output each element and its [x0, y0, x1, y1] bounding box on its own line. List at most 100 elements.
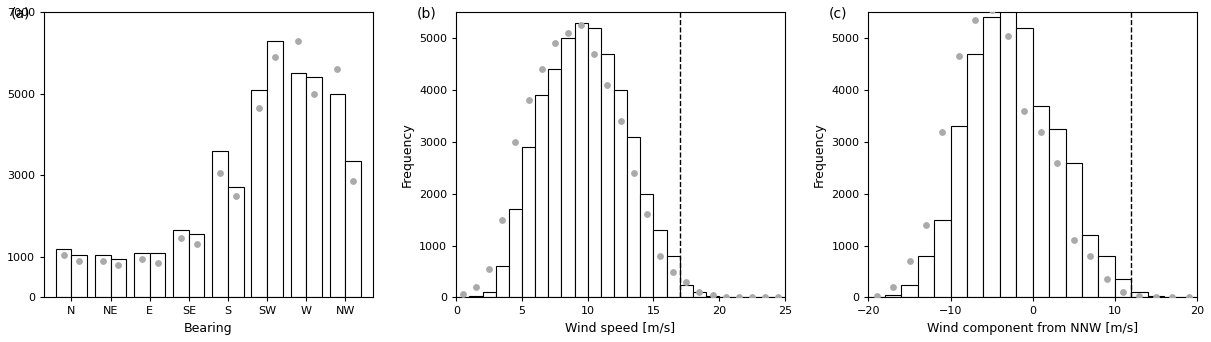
X-axis label: Bearing: Bearing: [184, 322, 233, 335]
Bar: [549, 69, 562, 298]
Point: [304, 91, 323, 96]
Point: [109, 262, 128, 267]
Point: [132, 256, 151, 262]
Bar: [252, 90, 268, 298]
Bar: [1098, 256, 1115, 298]
Point: [328, 67, 348, 72]
Point: [506, 139, 526, 145]
Point: [532, 67, 551, 72]
Bar: [495, 266, 509, 298]
Point: [716, 294, 735, 300]
Point: [186, 242, 206, 247]
Point: [1147, 294, 1166, 300]
Bar: [482, 292, 495, 298]
Bar: [470, 297, 482, 298]
Point: [1097, 277, 1117, 282]
Point: [742, 294, 762, 300]
Point: [677, 279, 696, 285]
Point: [344, 179, 363, 184]
Point: [466, 284, 486, 290]
Bar: [535, 95, 549, 298]
Bar: [901, 285, 918, 298]
Point: [148, 260, 167, 266]
Point: [702, 292, 722, 298]
Bar: [1000, 2, 1016, 298]
Point: [493, 217, 512, 222]
Bar: [71, 255, 87, 298]
Bar: [522, 147, 535, 298]
Bar: [574, 23, 587, 298]
Point: [624, 170, 643, 176]
Point: [637, 212, 656, 217]
Bar: [509, 209, 522, 298]
Bar: [666, 256, 679, 298]
Bar: [291, 73, 306, 298]
Bar: [1033, 106, 1049, 298]
Point: [1180, 295, 1199, 300]
Point: [171, 236, 190, 241]
Bar: [679, 285, 693, 298]
Point: [1113, 290, 1132, 295]
Point: [1032, 129, 1051, 134]
Bar: [1081, 235, 1098, 298]
Text: (b): (b): [417, 6, 437, 21]
Point: [93, 258, 113, 264]
Point: [729, 294, 748, 300]
Text: (c): (c): [830, 6, 848, 21]
Point: [998, 33, 1017, 38]
Point: [69, 258, 88, 264]
Bar: [306, 77, 322, 298]
Bar: [56, 249, 71, 298]
Point: [965, 17, 985, 23]
Point: [610, 118, 630, 124]
Bar: [1115, 279, 1131, 298]
Point: [900, 259, 919, 264]
Y-axis label: Frequency: Frequency: [401, 122, 413, 187]
Point: [982, 7, 1001, 12]
Point: [1064, 238, 1084, 243]
Point: [288, 38, 308, 43]
Point: [572, 23, 591, 28]
Point: [1015, 108, 1034, 114]
Point: [598, 82, 618, 88]
Point: [226, 193, 246, 198]
Bar: [228, 187, 243, 298]
Bar: [1131, 292, 1148, 298]
Point: [1163, 295, 1182, 300]
Bar: [329, 94, 345, 298]
Point: [545, 41, 564, 46]
Bar: [189, 234, 205, 298]
Point: [558, 30, 578, 36]
Point: [883, 284, 902, 290]
Point: [518, 98, 538, 103]
Bar: [641, 194, 654, 298]
Bar: [614, 90, 627, 298]
Point: [480, 266, 499, 272]
Point: [265, 54, 285, 60]
Point: [917, 222, 936, 227]
Point: [664, 269, 683, 274]
Bar: [1016, 28, 1033, 298]
Bar: [1066, 163, 1081, 298]
Bar: [654, 230, 666, 298]
Bar: [1148, 296, 1164, 298]
Bar: [268, 41, 282, 298]
Bar: [94, 255, 110, 298]
Bar: [983, 17, 1000, 298]
Point: [249, 105, 269, 111]
Bar: [918, 256, 934, 298]
Bar: [1049, 129, 1066, 298]
Bar: [134, 253, 150, 298]
Point: [1080, 253, 1100, 259]
Bar: [587, 28, 601, 298]
Point: [1130, 293, 1149, 299]
Bar: [706, 296, 719, 298]
Point: [690, 290, 710, 295]
X-axis label: Wind component from NNW [m/s]: Wind component from NNW [m/s]: [928, 322, 1138, 335]
Bar: [693, 292, 706, 298]
Bar: [934, 220, 951, 298]
Bar: [212, 151, 228, 298]
Point: [54, 252, 74, 258]
Y-axis label: Frequency: Frequency: [813, 122, 826, 187]
Bar: [110, 259, 126, 298]
